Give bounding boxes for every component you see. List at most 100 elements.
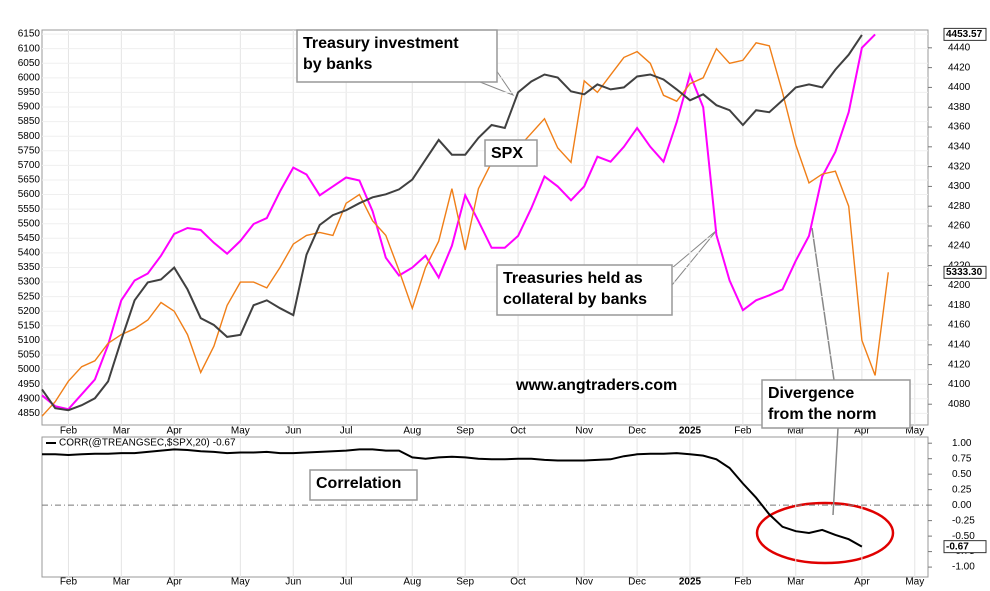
- y-tick-label: 5050: [18, 350, 41, 361]
- y-tick-label: -1.00: [952, 562, 975, 573]
- y2-tick-label: 4240: [948, 240, 971, 251]
- x-tick-label: Feb: [734, 426, 752, 437]
- y-tick-label: 4950: [18, 379, 41, 390]
- y-tick-label: 6150: [18, 29, 41, 40]
- bottom-panel: [41, 436, 929, 578]
- annotation: Treasury investment: [303, 35, 459, 52]
- annotation-box: [496, 264, 673, 316]
- x-tick-label: Apr: [854, 577, 870, 588]
- y2-tick-label: 4160: [948, 320, 971, 331]
- x-tick-label: Mar: [113, 426, 131, 437]
- y-tick-label: 4850: [18, 408, 41, 419]
- y-tick-label: 5850: [18, 116, 41, 127]
- y-tick-label: 5550: [18, 204, 41, 215]
- x-tick-label: Dec: [628, 577, 646, 588]
- y-tick-label: 5950: [18, 87, 41, 98]
- annotation-box: [761, 379, 911, 429]
- x-tick-label: Apr: [854, 426, 870, 437]
- y2-tick-label: 4220: [948, 260, 971, 271]
- y-tick-label: 5900: [18, 102, 41, 113]
- x-tick-label: May: [231, 426, 250, 437]
- y2-tick-label: 4080: [948, 399, 971, 410]
- y-tick-label: 5250: [18, 291, 41, 302]
- pointer: [671, 229, 718, 286]
- y2-tick-label: 4180: [948, 300, 971, 311]
- x-tick-label: Nov: [575, 426, 593, 437]
- x-tick-label: Oct: [510, 426, 526, 437]
- y-tick-label: 0.00: [952, 500, 972, 511]
- y-tick-label: 0.50: [952, 469, 972, 480]
- pointer: [832, 427, 839, 516]
- x-tick-label: Feb: [60, 577, 78, 588]
- y2-tick-label: 4440: [948, 42, 971, 53]
- y2-tick-label: 4420: [948, 62, 971, 73]
- x-tick-label: Feb: [734, 577, 752, 588]
- x-tick-label: Dec: [628, 426, 646, 437]
- legend-value: -0.67: [213, 438, 236, 449]
- annotation-box: [484, 139, 538, 167]
- y2-tick-label: 4140: [948, 339, 971, 350]
- y-tick-label: 5350: [18, 262, 41, 273]
- legend-label: CORR(@TREANGSEC,$SPX,20): [59, 438, 210, 449]
- y-tick-label: 5600: [18, 189, 41, 200]
- y-tick-label: 5300: [18, 277, 41, 288]
- annotation-box: [309, 469, 418, 501]
- x-tick-label: Mar: [787, 577, 805, 588]
- y-tick-label: 5450: [18, 233, 41, 244]
- end-label-box: [943, 27, 987, 41]
- y-tick-label: 4900: [18, 393, 41, 404]
- x-tick-label: Feb: [60, 426, 78, 437]
- x-tick-label: Jun: [285, 426, 301, 437]
- x-tick-label: Jul: [340, 426, 353, 437]
- x-tick-label: Aug: [403, 426, 421, 437]
- x-tick-label: Nov: [575, 577, 593, 588]
- end-label-box: [943, 265, 987, 279]
- x-tick-label: Mar: [787, 426, 805, 437]
- y-tick-label: 5200: [18, 306, 41, 317]
- x-tick-label: May: [905, 577, 924, 588]
- y2-tick-label: 4320: [948, 161, 971, 172]
- series-line: [41, 34, 863, 412]
- x-tick-label: Oct: [510, 577, 526, 588]
- x-tick-label: Sep: [456, 426, 474, 437]
- y2-tick-label: 4120: [948, 359, 971, 370]
- end-label-box: [943, 540, 987, 554]
- y2-tick-label: 4340: [948, 141, 971, 152]
- series-line: [42, 448, 863, 548]
- x-tick-label: 2025: [679, 426, 702, 437]
- y-tick-label: 5700: [18, 160, 41, 171]
- end-label: -0.67: [946, 541, 969, 552]
- y2-tick-label: 4100: [948, 379, 971, 390]
- end-label: 4453.57: [946, 29, 983, 40]
- x-tick-label: Aug: [403, 577, 421, 588]
- y-tick-label: 5650: [18, 175, 41, 186]
- y-tick-label: 5800: [18, 131, 41, 142]
- x-tick-label: Sep: [456, 577, 474, 588]
- annotation: Correlation: [316, 475, 401, 492]
- y-tick-label: 0.75: [952, 453, 972, 464]
- annotation: collateral by banks: [503, 291, 647, 308]
- series-line: [41, 42, 889, 417]
- x-tick-label: Apr: [166, 577, 182, 588]
- y-tick-label: 5500: [18, 218, 41, 229]
- y2-tick-label: 4200: [948, 280, 971, 291]
- x-tick-label: 2025: [679, 577, 702, 588]
- y2-tick-label: 4280: [948, 201, 971, 212]
- annotation: from the norm: [768, 406, 876, 423]
- x-tick-label: Mar: [113, 577, 131, 588]
- annotation: www.angtraders.com: [515, 377, 677, 394]
- y-tick-label: 5000: [18, 364, 41, 375]
- y2-tick-label: 4380: [948, 102, 971, 113]
- annotation: by banks: [303, 56, 372, 73]
- y-tick-label: -0.25: [952, 515, 975, 526]
- annotation: Divergence: [768, 385, 854, 402]
- x-tick-label: Apr: [166, 426, 182, 437]
- x-tick-label: Jun: [285, 577, 301, 588]
- y2-tick-label: 4260: [948, 221, 971, 232]
- end-label: 5333.30: [946, 267, 983, 278]
- x-tick-label: Jul: [340, 577, 353, 588]
- y2-tick-label: 4360: [948, 122, 971, 133]
- y-tick-label: 6050: [18, 58, 41, 69]
- x-tick-label: May: [905, 426, 924, 437]
